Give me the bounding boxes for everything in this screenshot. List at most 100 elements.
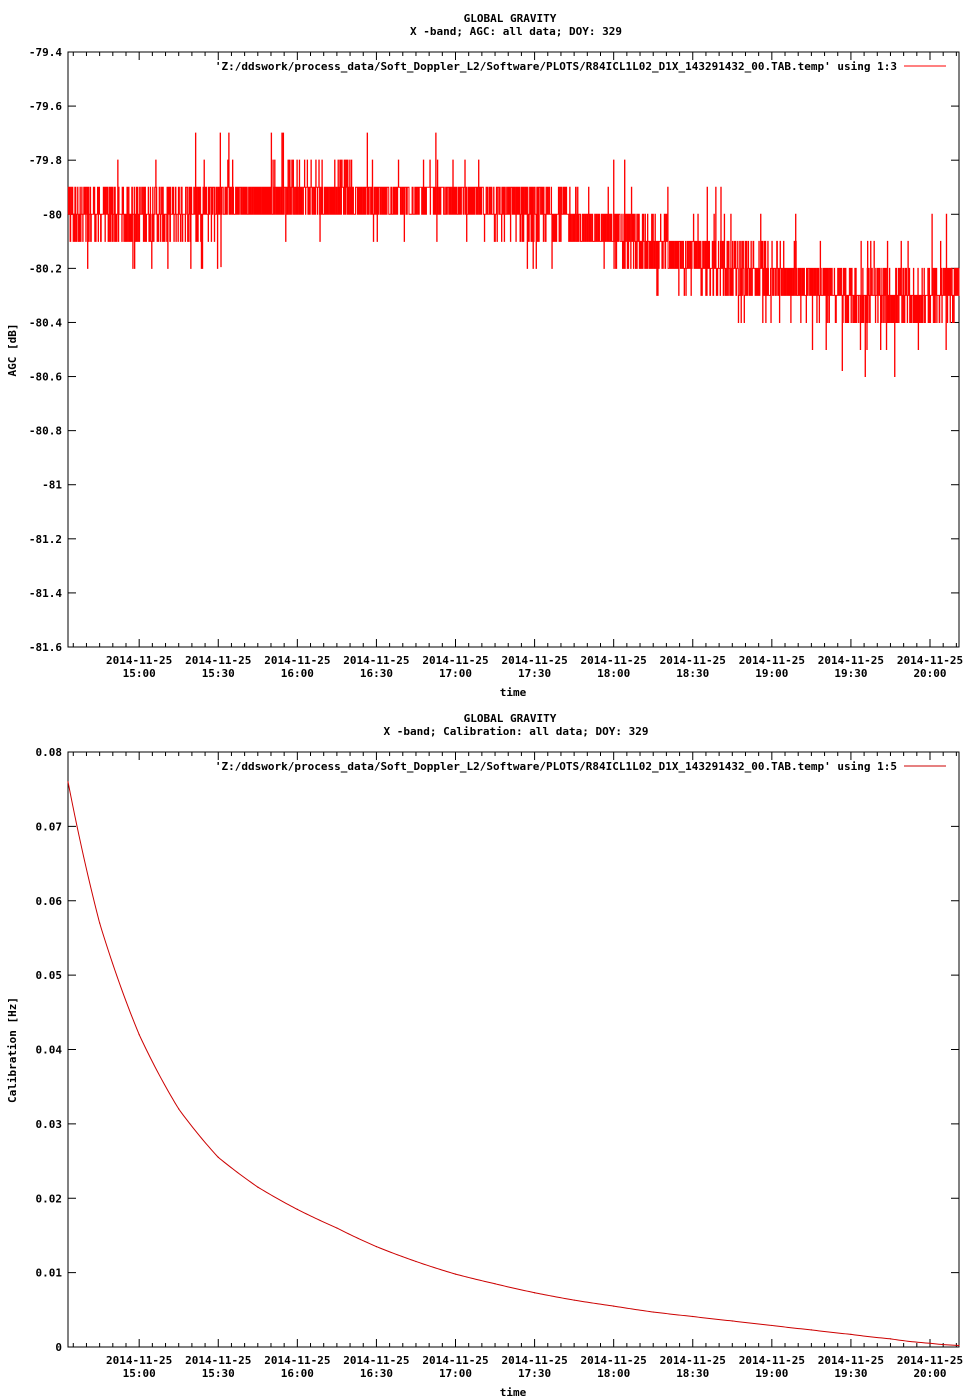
calibration-data-point: [850, 1333, 852, 1335]
calibration-data-point: [336, 1227, 338, 1229]
calibration-x-tick-date: 2014-11-25: [343, 1354, 409, 1367]
calibration-data-point: [296, 1208, 298, 1211]
calibration-x-tick-time: 17:00: [439, 1367, 472, 1380]
calibration-data-point: [652, 1311, 654, 1313]
agc-legend: 'Z:/ddswork/process_data/Soft_Doppler_L2…: [215, 60, 946, 73]
agc-y-tick-label: -81.6: [29, 641, 62, 654]
agc-y-tick-label: -80.2: [29, 262, 62, 275]
agc-x-tick-time: 18:00: [597, 667, 630, 680]
agc-x-tick-time: 16:30: [360, 667, 393, 680]
agc-plot-frame: [67, 51, 960, 648]
calibration-x-tick-date: 2014-11-25: [739, 1354, 805, 1367]
calibration-x-ticks: 2014-11-25 15:00 2014-11-25 15:30 2014-11-25…: [72, 752, 963, 1380]
calibration-x-tick-time: 18:00: [597, 1367, 630, 1380]
calibration-y-ticks: 0.08 0.07 0.06 0.05 0.04 0.03 0.02 0.01 0: [36, 746, 959, 1354]
agc-x-tick-time: 17:30: [518, 667, 551, 680]
agc-x-tick-date: 2014-11-25: [581, 654, 647, 667]
agc-x-ticks: 2014-11-2515:002014-11-2515:302014-11-25…: [72, 52, 963, 680]
calibration-x-tick-time: 16:00: [281, 1367, 314, 1380]
calibration-y-tick-label: 0.04: [36, 1044, 63, 1057]
calibration-data-point: [217, 1156, 219, 1158]
agc-x-tick-date: 2014-11-25: [818, 654, 884, 667]
calibration-data-point: [731, 1320, 733, 1322]
agc-x-tick-date: 2014-11-25: [264, 654, 330, 667]
agc-y-tick-label: -81.4: [29, 587, 62, 600]
agc-x-tick-date: 2014-11-25: [660, 654, 726, 667]
agc-x-tick-time: 20:00: [913, 667, 946, 680]
calibration-x-tick-time: 19:00: [755, 1367, 788, 1380]
calibration-chart-subtitle: X -band; Calibration: all data; DOY: 329: [384, 725, 649, 738]
agc-x-tick-date: 2014-11-25: [897, 654, 963, 667]
calibration-legend-label: 'Z:/ddswork/process_data/Soft_Doppler_L2…: [215, 760, 897, 773]
calibration-data-point: [771, 1324, 773, 1327]
calibration-y-tick-label: 0.08: [36, 746, 63, 759]
calibration-series-marks: [67, 781, 960, 1347]
agc-y-axis-label: AGC [dB]: [6, 324, 19, 377]
agc-chart-title: GLOBAL GRAVITY: [464, 12, 557, 25]
calibration-data-point: [257, 1186, 259, 1188]
calibration-data-point: [454, 1273, 457, 1275]
calibration-x-tick-date: 2014-11-25: [818, 1354, 884, 1367]
agc-series-marks: [67, 132, 960, 378]
calibration-x-tick-time: 18:30: [676, 1367, 709, 1380]
calibration-data-point: [958, 1344, 960, 1347]
calibration-x-tick-date: 2014-11-25: [660, 1354, 726, 1367]
calibration-x-tick-time: 16:30: [360, 1367, 393, 1380]
calibration-legend: 'Z:/ddswork/process_data/Soft_Doppler_L2…: [215, 760, 946, 773]
agc-x-tick-date: 2014-11-25: [343, 654, 409, 667]
agc-x-tick-date: 2014-11-25: [739, 654, 805, 667]
agc-x-tick-date: 2014-11-25: [501, 654, 567, 667]
calibration-x-tick-time: 20:00: [913, 1367, 946, 1380]
calibration-data-point: [415, 1260, 417, 1263]
agc-y-tick-label: -80.8: [29, 425, 62, 438]
calibration-x-tick-date: 2014-11-25: [264, 1354, 330, 1367]
calibration-data-point: [533, 1292, 536, 1294]
calibration-chart: GLOBAL GRAVITY X -band; Calibration: all…: [6, 712, 963, 1399]
calibration-y-tick-label: 0.02: [36, 1192, 63, 1205]
agc-y-tick-label: -79.8: [29, 154, 62, 167]
agc-x-tick-date: 2014-11-25: [185, 654, 251, 667]
calibration-data-point: [138, 1034, 140, 1036]
agc-y-tick-label: -81.2: [29, 533, 62, 546]
agc-x-tick-date: 2014-11-25: [106, 654, 172, 667]
agc-y-tick-label: -79.4: [29, 46, 62, 59]
calibration-data-point: [929, 1342, 931, 1344]
calibration-data-point: [573, 1299, 575, 1301]
calibration-y-tick-label: 0.05: [36, 969, 63, 982]
agc-x-tick-time: 15:00: [123, 667, 156, 680]
calibration-y-tick-label: 0.07: [36, 820, 63, 833]
calibration-x-tick-time: 15:30: [202, 1367, 235, 1380]
agc-chart: GLOBAL GRAVITY X -band; AGC: all data; D…: [6, 12, 963, 699]
calibration-data-point: [494, 1283, 496, 1285]
agc-x-tick-time: 19:00: [755, 667, 788, 680]
calibration-data-point: [99, 922, 101, 924]
agc-y-tick-label: -80.4: [29, 316, 62, 329]
agc-series-line: [67, 132, 960, 378]
agc-x-tick-date: 2014-11-25: [422, 654, 488, 667]
calibration-y-tick-label: 0: [55, 1341, 62, 1354]
calibration-data-point: [67, 781, 69, 783]
calibration-y-tick-label: 0.06: [36, 895, 63, 908]
agc-x-tick-time: 19:30: [834, 667, 867, 680]
agc-chart-subtitle: X -band; AGC: all data; DOY: 329: [410, 25, 622, 38]
agc-y-ticks: -79.4 -79.6 -79.8 -80 -80.2 -80.4 -80.6 -80.8 -8…: [29, 46, 959, 654]
calibration-data-point: [692, 1315, 694, 1318]
agc-x-tick-time: 16:00: [281, 667, 314, 680]
agc-x-tick-time: 15:30: [202, 667, 235, 680]
calibration-data-point: [889, 1338, 892, 1340]
calibration-data-point: [178, 1108, 180, 1110]
calibration-data-point: [810, 1329, 812, 1331]
calibration-data-point: [375, 1245, 378, 1248]
calibration-y-axis-label: Calibration [Hz]: [6, 997, 19, 1103]
calibration-x-tick-time: 19:30: [834, 1367, 867, 1380]
calibration-x-tick-date: 2014-11-25: [501, 1354, 567, 1367]
calibration-x-tick-time: 15:00: [123, 1367, 156, 1380]
agc-x-axis-label: time: [500, 686, 527, 699]
calibration-data-point: [613, 1305, 615, 1307]
calibration-x-axis-label: time: [500, 1386, 527, 1399]
calibration-series-line: [67, 781, 960, 1347]
calibration-y-tick-label: 0.03: [36, 1118, 63, 1131]
calibration-y-tick-label: 0.01: [36, 1267, 63, 1280]
agc-y-tick-label: -79.6: [29, 100, 62, 113]
